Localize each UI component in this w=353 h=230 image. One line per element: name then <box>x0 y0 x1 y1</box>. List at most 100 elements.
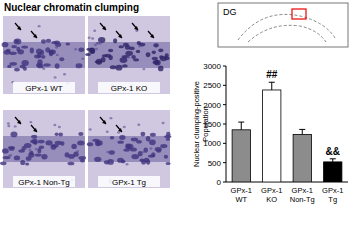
nucleus <box>31 135 37 139</box>
nucleus <box>55 132 59 136</box>
nucleus <box>117 141 123 144</box>
y-tick <box>223 104 226 105</box>
nucleus <box>164 155 168 159</box>
y-tick <box>223 143 226 144</box>
cell-layer <box>3 42 85 68</box>
bar <box>324 162 342 182</box>
arrowhead <box>33 34 37 38</box>
nucleus <box>166 162 171 165</box>
arrow <box>116 125 122 132</box>
arrow <box>148 31 154 38</box>
nucleus <box>118 45 124 48</box>
nucleus <box>137 123 140 125</box>
nucleus <box>136 50 140 53</box>
arrow <box>15 117 21 124</box>
nucleus <box>164 135 171 138</box>
x-tick-label-line: GPx-1 <box>261 186 282 195</box>
micrograph: GPx-1 KO <box>85 16 170 94</box>
nucleus <box>21 45 28 48</box>
nucleus <box>22 147 25 149</box>
nucleus <box>37 59 42 65</box>
nucleus <box>71 144 77 149</box>
nucleus <box>150 133 156 137</box>
nucleus <box>34 55 41 59</box>
error-stem <box>302 129 303 134</box>
micrograph-bg <box>88 16 170 94</box>
nucleus <box>113 38 117 43</box>
nucleus <box>42 68 45 70</box>
y-tick <box>223 66 226 67</box>
nucleus <box>43 63 50 66</box>
nucleus <box>96 140 103 145</box>
nucleus <box>9 62 17 66</box>
nucleus <box>76 63 83 68</box>
nucleus <box>158 66 164 72</box>
arrowhead <box>118 34 122 38</box>
x-tick-label: GPx-1KO <box>261 186 282 204</box>
nucleus <box>137 41 141 45</box>
nucleus <box>106 131 109 133</box>
nucleus <box>123 43 129 47</box>
nucleus <box>94 157 101 162</box>
nucleus <box>149 139 156 145</box>
arrowhead <box>102 26 106 30</box>
nucleus <box>2 42 9 47</box>
arrowhead <box>118 128 122 132</box>
nucleus <box>2 148 9 153</box>
nucleus <box>65 43 70 46</box>
y-tick <box>223 124 226 125</box>
nucleus <box>106 151 109 153</box>
micrograph-bg <box>3 16 85 94</box>
nucleus <box>138 45 141 47</box>
arrow <box>100 117 106 124</box>
arrowhead <box>150 34 154 38</box>
nucleus <box>76 66 79 68</box>
y-tick <box>223 85 226 86</box>
error-bar <box>269 82 275 90</box>
nucleus <box>98 37 105 43</box>
nucleus <box>109 150 115 154</box>
nucleus <box>45 48 48 50</box>
nucleus <box>23 67 27 71</box>
nucleus <box>122 64 128 67</box>
inset-frame <box>218 3 348 47</box>
nucleus <box>127 56 130 58</box>
bars <box>232 82 342 182</box>
nucleus <box>67 162 74 166</box>
error-cap <box>238 122 244 123</box>
nucleus <box>146 159 150 164</box>
annotation: && <box>326 146 340 157</box>
nucleus <box>78 132 83 136</box>
cell-layer <box>3 136 85 162</box>
nucleus <box>30 140 35 143</box>
nucleus <box>107 159 114 165</box>
x-tick-label-line: Tg <box>328 195 337 204</box>
nucleus <box>8 155 11 157</box>
x-tick-label-line: Non-Tg <box>290 195 315 204</box>
nucleus <box>38 25 41 27</box>
y-axis-label: Nuclear clumping-positivePopulation <box>192 81 210 167</box>
nucleus <box>109 117 112 119</box>
nucleus <box>136 140 142 144</box>
error-bar <box>238 122 244 130</box>
y-tick-label: 0 <box>217 178 222 187</box>
micrograph: GPx-1 Non-Tg <box>0 110 86 188</box>
nucleus <box>35 153 42 156</box>
nucleus <box>120 57 128 63</box>
error-cap <box>269 82 275 83</box>
inset-roi <box>292 9 306 19</box>
x-tick-label-line: WT <box>235 195 247 204</box>
nucleus <box>14 39 22 45</box>
nucleus <box>126 163 129 165</box>
arrowhead <box>17 120 21 124</box>
nucleus <box>7 65 11 68</box>
nucleus <box>152 57 158 60</box>
bar <box>232 130 250 182</box>
panel-label: GPx-1 Non-Tg <box>18 178 70 187</box>
nucleus <box>93 30 96 32</box>
inset-arc <box>238 14 335 40</box>
inset-arc <box>248 25 326 42</box>
panel-label: GPx-1 WT <box>25 84 62 93</box>
nucleus <box>131 154 139 159</box>
error-bar <box>299 129 305 134</box>
